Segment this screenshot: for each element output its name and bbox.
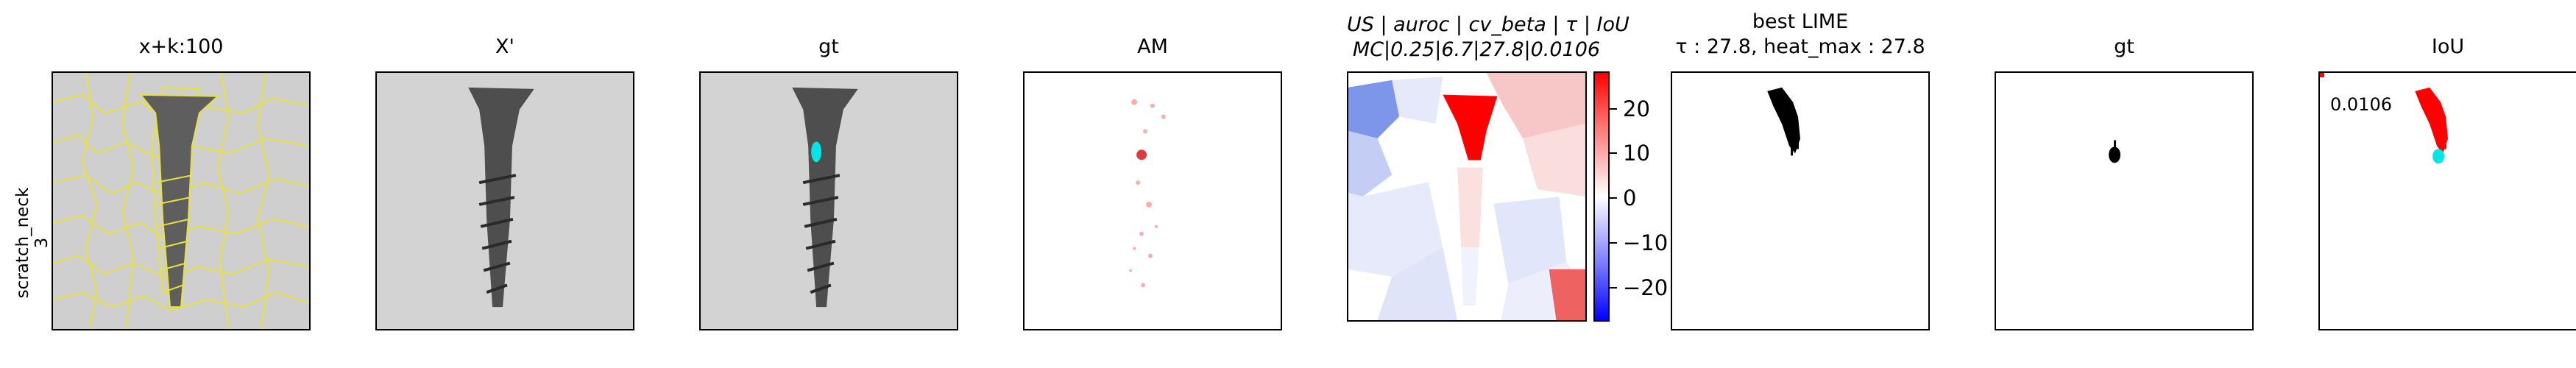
panel-title-reconstruction: X': [495, 35, 514, 58]
panel-reconstruction: [375, 71, 634, 330]
panel-title-metrics-values: MC|0.25|6.7|27.8|0.0106: [1352, 38, 1601, 61]
colorbar-tick-label: 20: [1623, 96, 1650, 121]
row-label-index: 3: [32, 237, 52, 249]
panel-title-input-overlay: x+k:100: [138, 35, 224, 58]
iou-overlay: [2320, 73, 2576, 329]
colorbar-tick: [1610, 287, 1617, 289]
panel-title-ground-truth-overlay: gt: [818, 35, 839, 58]
screw-image: [377, 73, 633, 329]
panel-title-ground-truth-mask: gt: [2114, 35, 2134, 58]
colorbar: [1593, 71, 1610, 322]
colorbar-tick: [1610, 242, 1617, 244]
panel-title-metrics-header: US | auroc | cv_beta | τ | IoU: [1347, 13, 1630, 36]
iou-value: 0.0106: [2330, 94, 2392, 115]
panel-title-iou: IoU: [2431, 35, 2465, 58]
lime-heatmap-image: [1348, 73, 1585, 320]
panel-lime-heatmap: [1347, 71, 1587, 322]
panel-anomaly-map: [1023, 71, 1282, 330]
panel-ground-truth-mask: [1995, 71, 2254, 330]
panel-iou: [2318, 71, 2576, 330]
best-lime-mask: [1672, 73, 1928, 329]
panel-best-lime: [1671, 71, 1930, 330]
colorbar-tick-label: −10: [1623, 230, 1669, 255]
colorbar-tick-label: 10: [1623, 141, 1650, 166]
panel-title-best-lime-params: τ : 27.8, heat_max : 27.8: [1675, 35, 1925, 58]
colorbar-tick-label: 0: [1623, 185, 1637, 210]
row-label-defect: scratch_neck: [13, 187, 32, 299]
row-label: scratch_neck 3: [13, 169, 57, 316]
gt-mask: [1996, 73, 2252, 329]
superpixel-image: [53, 73, 309, 329]
panel-input-superpixels: [52, 71, 311, 330]
colorbar-tick-label: −20: [1623, 275, 1669, 300]
panel-title-anomaly-map: AM: [1137, 35, 1168, 58]
panel-ground-truth-overlay: [699, 71, 958, 330]
colorbar-tick: [1610, 108, 1617, 110]
colorbar-tick: [1610, 152, 1617, 154]
panel-title-best-lime: best LIME: [1752, 10, 1849, 33]
colorbar-tick: [1610, 197, 1617, 199]
anomaly-map-image: [1025, 73, 1281, 329]
screw-gt-image: [701, 73, 957, 329]
